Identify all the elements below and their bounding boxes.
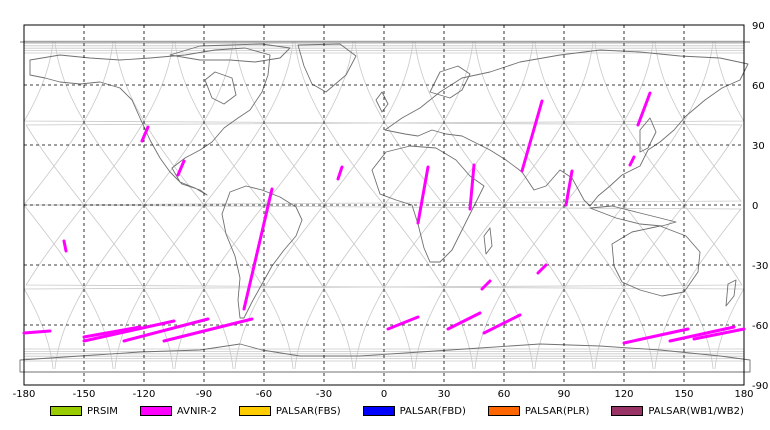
x-tick-label: 60 xyxy=(498,389,511,400)
coastlines xyxy=(19,41,751,373)
y-tick-label: -90 xyxy=(752,381,768,392)
coast-japan xyxy=(639,117,657,153)
coast-eurasia xyxy=(384,49,749,207)
x-tick-label: 0 xyxy=(381,389,387,400)
legend-label: PRSIM xyxy=(87,405,118,417)
avnir-swath xyxy=(82,325,142,339)
coast-australia xyxy=(611,225,701,297)
coast-antarctica xyxy=(19,343,751,373)
x-tick-label: 150 xyxy=(674,389,693,400)
legend-label: PALSAR(FBS) xyxy=(275,405,341,417)
x-tick-label: 90 xyxy=(558,389,571,400)
legend-swatch xyxy=(50,406,82,416)
legend-swatch xyxy=(139,406,172,416)
avnir-swath xyxy=(668,325,736,343)
y-tick-label: 60 xyxy=(752,81,765,92)
coast-south-america xyxy=(221,185,303,319)
legend-item: PRSIM xyxy=(50,406,118,417)
avnir-swath xyxy=(468,163,476,211)
avnir-swath xyxy=(628,155,636,167)
coast-north-america xyxy=(29,47,271,196)
coast-scandinavia xyxy=(429,65,471,99)
avnir-swath xyxy=(520,99,544,173)
legend-label: PALSAR(PLR) xyxy=(524,405,590,417)
avnir-swath xyxy=(564,169,574,207)
y-tick-labels: 90 60 30 0 -30 -60 -90 xyxy=(752,21,768,392)
x-tick-label: 30 xyxy=(438,389,451,400)
avnir-swath xyxy=(242,187,274,311)
legend-item: AVNIR-2 xyxy=(139,405,217,417)
avnir-swaths xyxy=(22,91,746,345)
coast-new-zealand xyxy=(725,279,737,307)
coast-madagascar xyxy=(483,227,493,255)
x-tick-label: -120 xyxy=(133,389,156,400)
legend-swatch xyxy=(487,406,520,416)
avnir-swath xyxy=(122,317,210,343)
avnir-swath xyxy=(536,263,548,275)
avnir-swath xyxy=(176,159,186,177)
y-tick-label: -60 xyxy=(752,321,768,332)
x-tick-label: -180 xyxy=(13,389,36,400)
legend-item: PALSAR(FBS) xyxy=(238,405,341,417)
coast-uk xyxy=(375,91,389,113)
x-tick-label: 180 xyxy=(734,389,753,400)
coast-africa xyxy=(371,145,485,263)
legend-label: PALSAR(FBD) xyxy=(399,405,466,417)
legend-swatch xyxy=(611,406,644,416)
avnir-swath xyxy=(82,319,176,343)
avnir-swath xyxy=(446,311,482,331)
y-tick-label: 30 xyxy=(752,141,765,152)
legend-item: PALSAR(FBD) xyxy=(362,405,466,417)
avnir-swath xyxy=(692,327,746,341)
avnir-swath xyxy=(480,279,492,291)
legend-item: PALSAR(PLR) xyxy=(487,405,590,417)
x-tick-label: 120 xyxy=(614,389,633,400)
avnir-swath xyxy=(162,317,254,343)
x-tick-labels: -180 -150 -120 -90 -60 -30 0 30 60 90 120 150 180 xyxy=(13,389,754,400)
y-tick-label: -30 xyxy=(752,261,768,272)
avnir-swath xyxy=(636,91,652,127)
legend-swatch xyxy=(238,406,271,416)
x-tick-label: -30 xyxy=(316,389,332,400)
legend-swatch xyxy=(362,406,395,416)
avnir-swath xyxy=(416,165,430,225)
avnir-swath xyxy=(140,125,150,143)
avnir-swath xyxy=(22,329,52,335)
avnir-swath xyxy=(62,239,68,253)
avnir-swath xyxy=(336,165,344,181)
grid-lines xyxy=(24,25,744,385)
avnir-swath xyxy=(482,313,522,335)
y-tick-label: 90 xyxy=(752,21,765,32)
x-tick-label: -90 xyxy=(196,389,212,400)
coast-canadian-islands xyxy=(169,43,291,63)
legend: PRSIM AVNIR-2 PALSAR(FBS) PALSAR(FBD) PALSAR… xyxy=(50,402,766,420)
y-tick-label: 0 xyxy=(752,201,758,212)
legend-item: PALSAR(WB1/WB2) xyxy=(611,406,744,417)
map-frame xyxy=(23,24,745,386)
coast-greenland xyxy=(297,43,357,93)
avnir-swath xyxy=(386,315,420,331)
coast-hudson-bay xyxy=(204,71,237,105)
avnir-swath xyxy=(622,327,690,345)
x-tick-label: -150 xyxy=(73,389,96,400)
legend-label: PALSAR(WB1/WB2) xyxy=(648,405,744,417)
x-tick-label: -60 xyxy=(256,389,272,400)
legend-label: AVNIR-2 xyxy=(176,405,217,417)
